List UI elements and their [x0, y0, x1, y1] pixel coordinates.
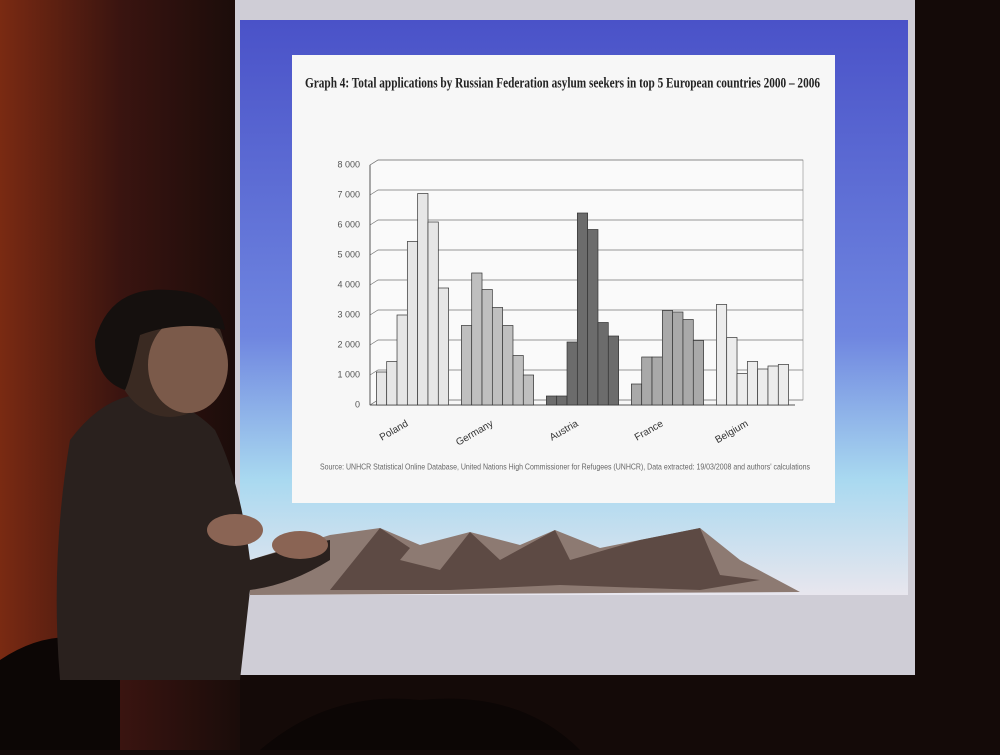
bar	[726, 337, 738, 406]
y-tick-label: 2 000	[337, 339, 360, 349]
grid-line	[369, 219, 803, 226]
bar	[661, 310, 674, 406]
presenter-face	[148, 317, 228, 413]
grid-line	[369, 189, 803, 196]
bar	[491, 307, 504, 406]
grid-line	[369, 159, 803, 166]
bar	[716, 304, 728, 406]
bar	[767, 365, 779, 406]
bar	[406, 241, 419, 406]
y-tick-label: 8 000	[337, 159, 360, 169]
bar	[746, 361, 759, 406]
bar	[641, 356, 653, 406]
bar	[556, 395, 568, 406]
bar	[417, 193, 429, 406]
bar	[607, 335, 619, 406]
bar	[386, 361, 398, 406]
bar	[597, 322, 609, 406]
bar	[682, 319, 694, 406]
bar	[777, 364, 789, 406]
bar	[631, 383, 643, 406]
bar	[502, 325, 514, 406]
y-tick-label: 3 000	[337, 309, 360, 319]
chart-title: Graph 4: Total applications by Russian F…	[305, 75, 820, 91]
y-tick-label: 4 000	[337, 279, 360, 289]
bar	[471, 272, 483, 406]
grid-line	[369, 249, 803, 256]
bar	[376, 371, 388, 406]
bar	[396, 314, 408, 406]
bar	[692, 340, 704, 406]
y-tick-label: 0	[355, 399, 360, 409]
bar	[546, 395, 558, 406]
bar	[576, 212, 589, 406]
presenter-hair	[95, 289, 225, 390]
bar	[427, 221, 439, 406]
y-tick-label: 6 000	[337, 219, 360, 229]
grid-line	[369, 339, 803, 346]
bar	[566, 341, 578, 406]
grid-line	[369, 279, 803, 286]
plot: 0 1 000 2 000 3 000 4 000 5 000 6 000 7 000 8 00…	[337, 159, 804, 448]
bar	[437, 287, 449, 406]
mountain-shadow	[330, 528, 760, 590]
bar	[736, 373, 748, 406]
bar	[461, 325, 473, 406]
presenter-hands	[272, 531, 328, 559]
y-tick-label: 5 000	[337, 249, 360, 259]
audience	[0, 637, 580, 750]
bar	[522, 374, 534, 406]
y-tick-label: 7 000	[337, 189, 360, 199]
bar	[481, 289, 493, 406]
presenter-hands	[207, 514, 263, 546]
grid-line	[369, 309, 803, 316]
bar	[512, 355, 524, 406]
bar	[651, 356, 663, 406]
source-note: Source: UNHCR Statistical Online Databas…	[320, 461, 810, 471]
y-tick-label: 1 000	[337, 369, 360, 379]
bar	[672, 311, 684, 406]
bar	[757, 368, 769, 406]
presenter-body	[56, 395, 331, 680]
bar	[587, 229, 599, 406]
